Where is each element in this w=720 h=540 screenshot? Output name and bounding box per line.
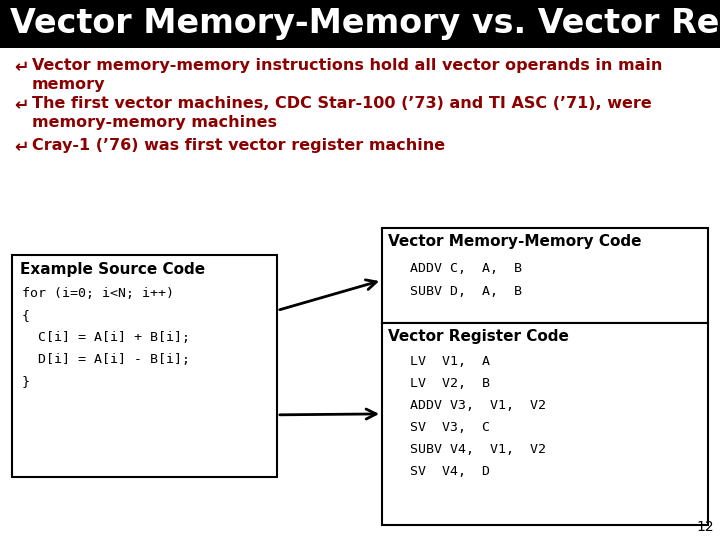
Bar <box>382 228 708 323</box>
Text: LV  V2,  B: LV V2, B <box>410 377 490 390</box>
Text: SUBV D,  A,  B: SUBV D, A, B <box>410 285 522 298</box>
Text: for (i=0; i<N; i++): for (i=0; i<N; i++) <box>22 287 174 300</box>
Bar <box>12 255 277 477</box>
Text: SV  V4,  D: SV V4, D <box>410 465 490 478</box>
Text: D[i] = A[i] - B[i];: D[i] = A[i] - B[i]; <box>22 353 190 366</box>
Text: Vector memory-memory instructions hold all vector operands in main
memory: Vector memory-memory instructions hold a… <box>32 58 662 92</box>
Text: ADDV C,  A,  B: ADDV C, A, B <box>410 262 522 275</box>
Text: }: } <box>22 375 30 388</box>
Text: SUBV V4,  V1,  V2: SUBV V4, V1, V2 <box>410 443 546 456</box>
Bar <box>0 0 720 48</box>
Text: SV  V3,  C: SV V3, C <box>410 421 490 434</box>
Text: Vector Memory-Memory vs. Vector Register: Vector Memory-Memory vs. Vector Register <box>10 8 720 40</box>
Text: Cray-1 (’76) was first vector register machine: Cray-1 (’76) was first vector register m… <box>32 138 445 153</box>
Text: Vector Register Code: Vector Register Code <box>388 329 569 344</box>
Text: ↵: ↵ <box>14 138 29 156</box>
Text: {: { <box>22 309 30 322</box>
Text: LV  V1,  A: LV V1, A <box>410 355 490 368</box>
Text: Vector Memory-Memory Code: Vector Memory-Memory Code <box>388 234 642 249</box>
Text: ↵: ↵ <box>14 58 29 76</box>
Text: ADDV V3,  V1,  V2: ADDV V3, V1, V2 <box>410 399 546 412</box>
Text: 12: 12 <box>696 520 714 534</box>
Bar <box>382 323 708 525</box>
Text: ↵: ↵ <box>14 96 29 114</box>
Text: The first vector machines, CDC Star-100 (’73) and TI ASC (’71), were
memory-memo: The first vector machines, CDC Star-100 … <box>32 96 652 130</box>
Text: C[i] = A[i] + B[i];: C[i] = A[i] + B[i]; <box>22 331 190 344</box>
Text: Example Source Code: Example Source Code <box>20 262 205 277</box>
